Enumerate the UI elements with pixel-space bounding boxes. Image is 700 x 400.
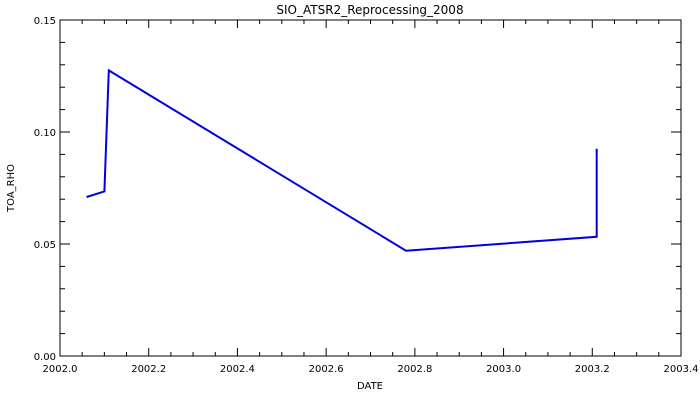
x-tick-label: 2003.4 [664, 364, 699, 375]
x-tick-label: 2002.8 [397, 364, 432, 375]
y-tick-label: 0.05 [34, 240, 56, 251]
chart-title: SIO_ATSR2_Reprocessing_2008 [276, 3, 463, 17]
series-line [86, 68, 598, 252]
y-axis-label: TOA_RHO [6, 164, 17, 213]
x-tick-label: 2002.2 [131, 364, 166, 375]
x-tick-label: 2003.0 [486, 364, 521, 375]
y-tick-label: 0.15 [34, 16, 56, 27]
x-axis-label: DATE [357, 381, 383, 392]
plot-frame [59, 19, 682, 357]
y-axis: 0.00 0.05 0.10 0.15 [34, 16, 681, 363]
x-tick-label: 2002.4 [220, 364, 255, 375]
x-axis: 2002.0 2002.2 2002.4 2002.6 2002.8 2003.0 2003… [43, 20, 699, 375]
x-tick-label: 2002.6 [309, 364, 344, 375]
x-tick-label: 2002.0 [43, 364, 78, 375]
y-tick-label: 0.10 [34, 128, 56, 139]
series-layer [86, 68, 598, 252]
y-tick-label: 0.00 [34, 352, 56, 363]
x-tick-label: 2003.2 [575, 364, 610, 375]
